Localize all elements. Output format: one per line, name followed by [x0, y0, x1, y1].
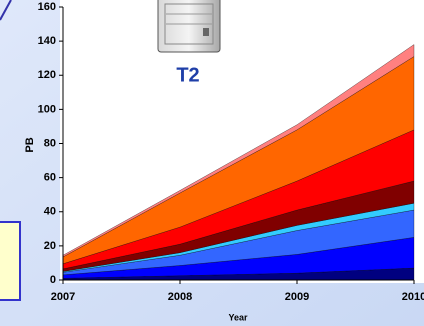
y-tick-label: 100	[38, 103, 56, 115]
side-box	[0, 222, 20, 300]
y-tick-label: 160	[38, 1, 56, 13]
server-button	[203, 28, 209, 36]
chart: T2 PB Year 0 20 40 60 80 100 120 140 160 2007 2008…	[0, 0, 424, 326]
y-tick-label: 140	[38, 35, 56, 47]
annotation: T2	[176, 64, 199, 86]
x-tick-label: 2008	[168, 291, 192, 303]
page: {"chart_data": {"type": "stacked-area", …	[0, 0, 424, 326]
y-axis-label: PB	[24, 137, 36, 152]
server-icon	[158, 0, 220, 52]
y-tick-label: 60	[44, 172, 56, 184]
y-tick-label: 0	[50, 274, 56, 286]
x-tick-label: 2007	[51, 291, 75, 303]
y-tick-label: 40	[44, 206, 56, 218]
y-tick-label: 120	[38, 69, 56, 81]
x-axis-label: Year	[228, 312, 248, 322]
y-tick-label: 80	[44, 137, 56, 149]
x-tick-label: 2009	[285, 291, 309, 303]
x-tick-label: 2010	[402, 291, 424, 303]
y-tick-label: 20	[44, 240, 56, 252]
